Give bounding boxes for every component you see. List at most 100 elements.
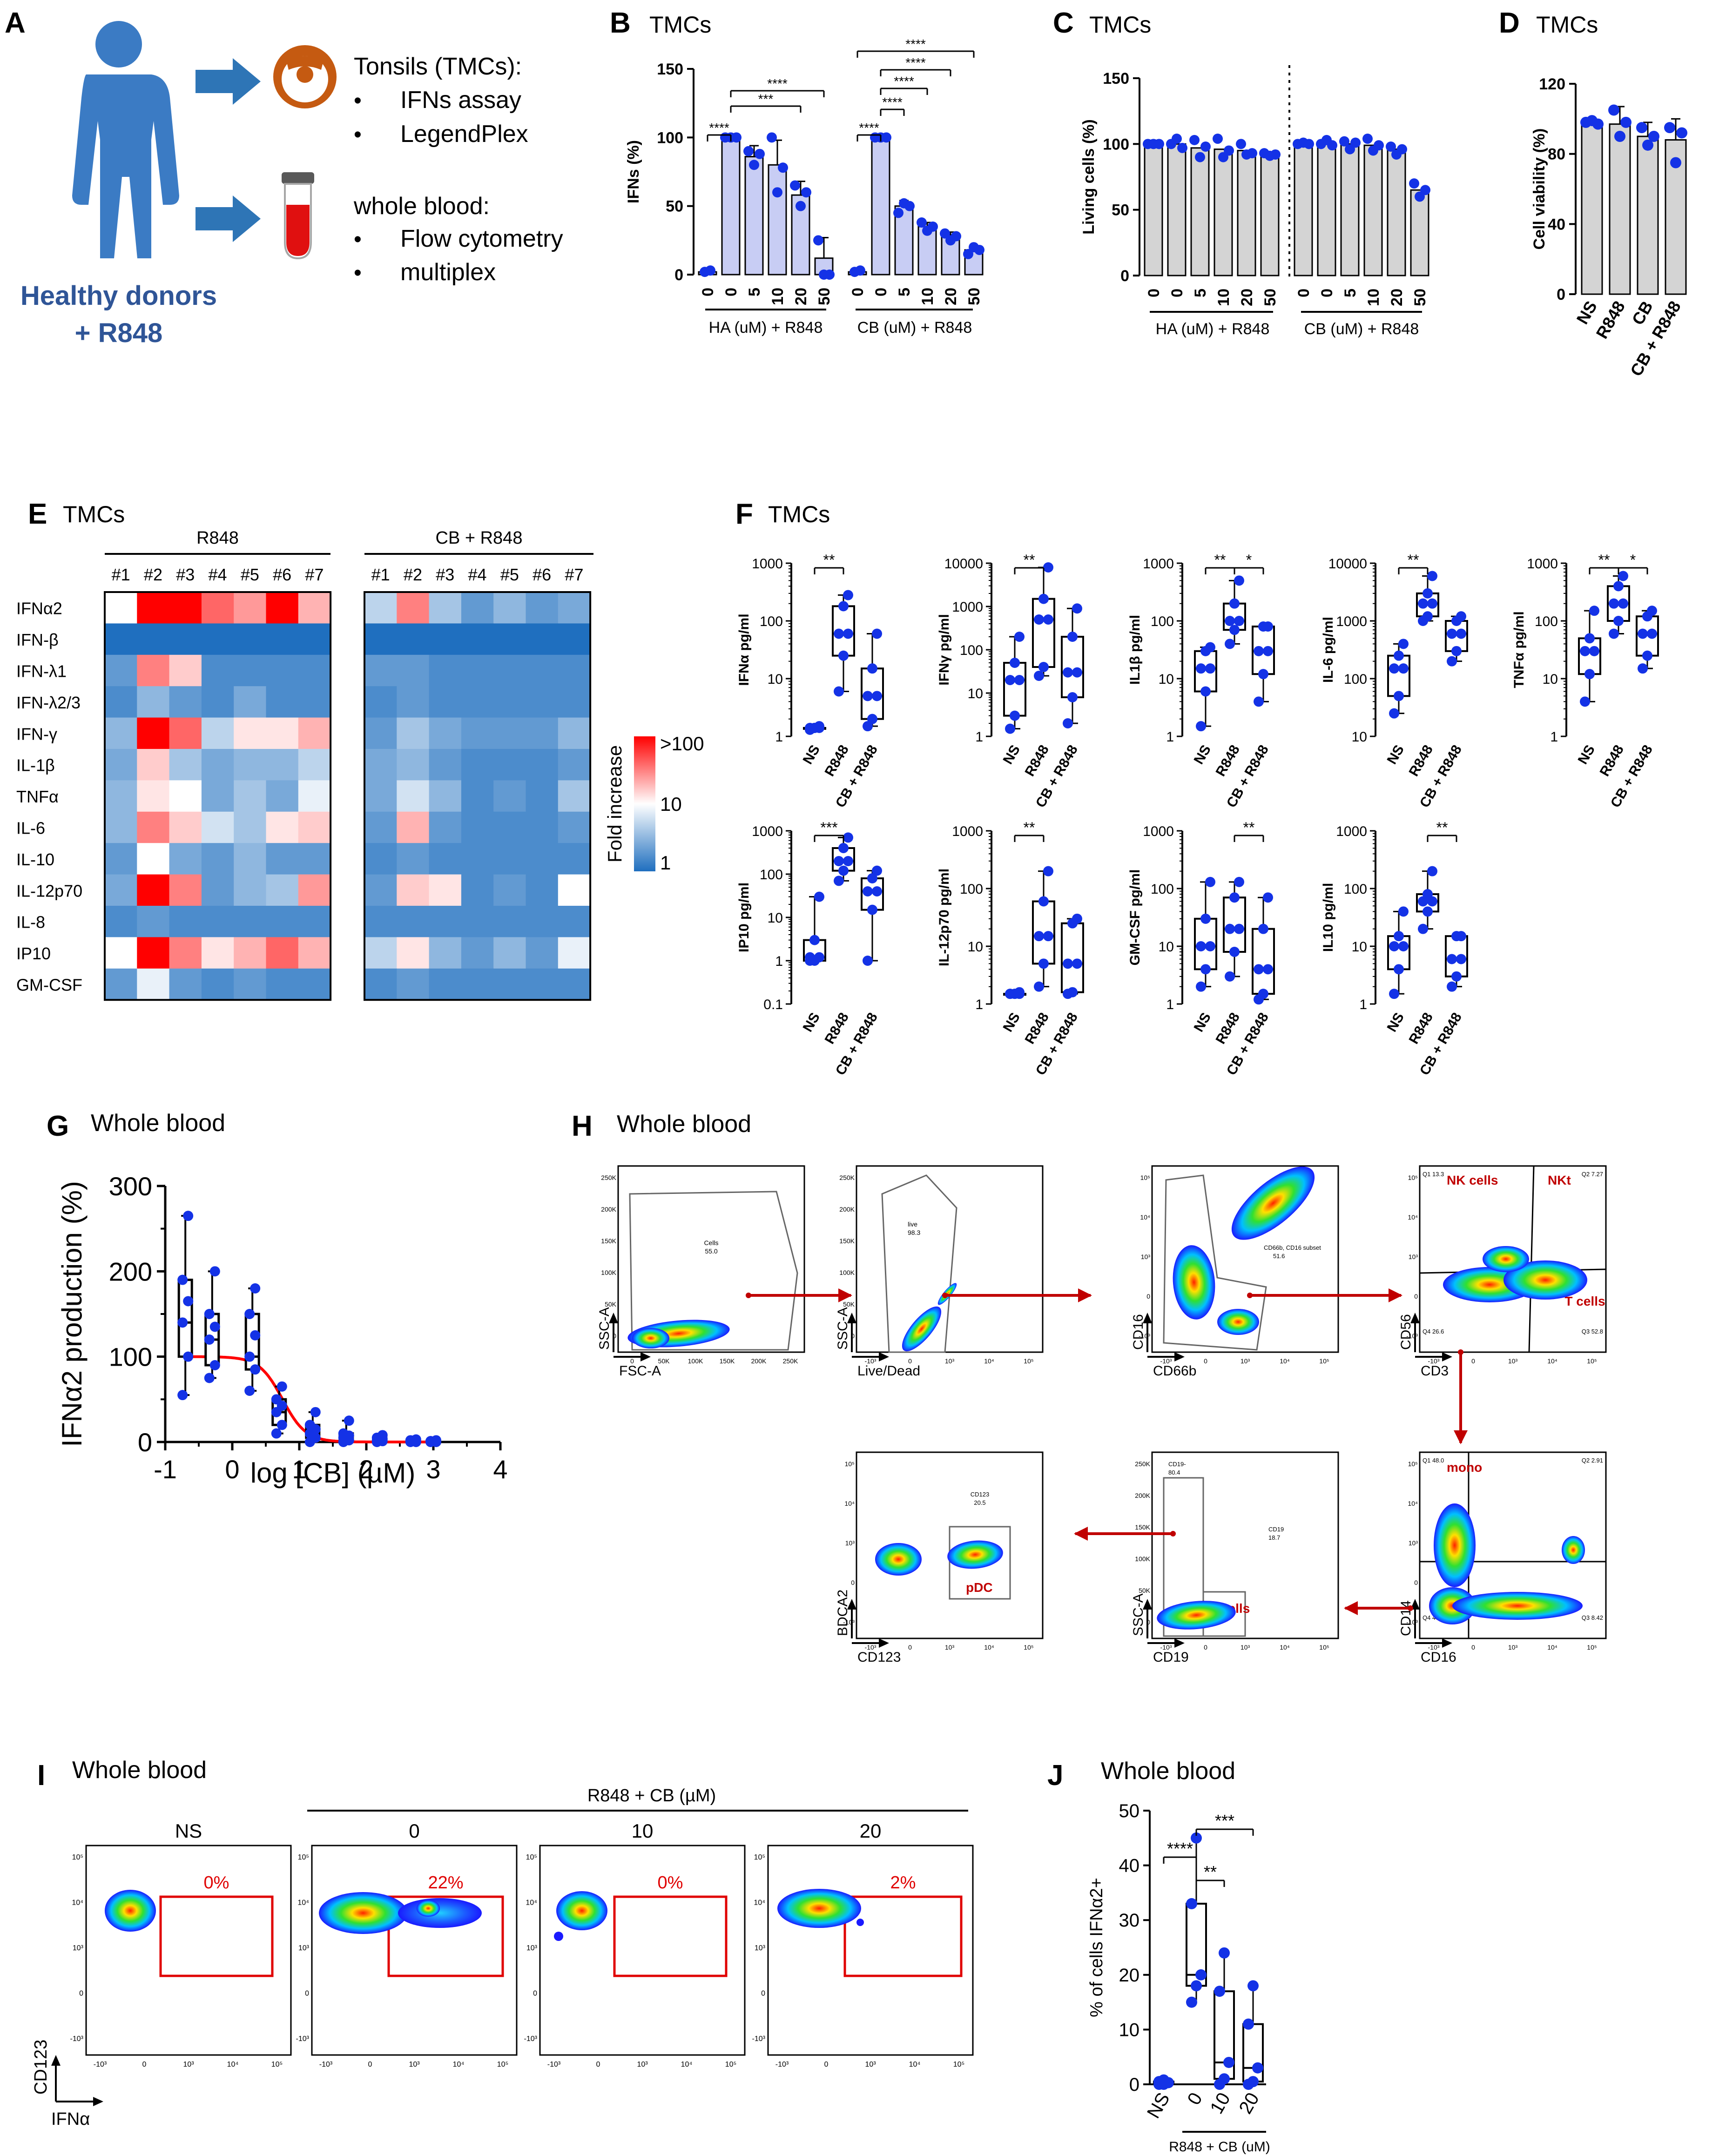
data-point bbox=[1234, 923, 1244, 934]
heatmap-cell bbox=[493, 906, 526, 937]
x-tick-label: R848 bbox=[1213, 1010, 1243, 1047]
y-tick-label: 100 bbox=[960, 643, 983, 658]
x-tick-label: 10⁴ bbox=[1280, 1357, 1290, 1365]
data-point bbox=[204, 1334, 215, 1345]
x-tick-label: R848 bbox=[1406, 742, 1436, 779]
data-point bbox=[204, 1309, 215, 1319]
x-tick-label: 10⁵ bbox=[1024, 1644, 1033, 1651]
x-tick-label: 10⁴ bbox=[984, 1357, 994, 1365]
bar bbox=[1214, 148, 1233, 276]
panel-b-letter: B bbox=[610, 7, 631, 39]
data-point bbox=[1456, 954, 1466, 964]
heatmap-cell bbox=[558, 843, 591, 875]
panel-d-letter: D bbox=[1499, 7, 1520, 39]
data-point bbox=[1205, 941, 1215, 951]
data-point bbox=[838, 650, 849, 661]
data-point bbox=[304, 1420, 315, 1430]
y-tick-label: 100K bbox=[1135, 1555, 1150, 1563]
cell-population bbox=[777, 1889, 861, 1928]
x-axis-label: CD66b bbox=[1153, 1363, 1196, 1379]
gate-label: CD123 bbox=[971, 1491, 989, 1498]
axis-arrow-head bbox=[93, 2097, 103, 2106]
heatmap-cell bbox=[201, 623, 234, 655]
data-point bbox=[855, 265, 865, 276]
data-point bbox=[183, 1351, 194, 1362]
heatmap-cell bbox=[461, 749, 494, 781]
data-point bbox=[250, 1283, 261, 1294]
data-point bbox=[244, 1351, 255, 1362]
data-point bbox=[940, 228, 950, 239]
y-tick-label: 10⁵ bbox=[1140, 1174, 1150, 1181]
heatmap-cell bbox=[105, 906, 137, 937]
x-tick-label: 0 bbox=[908, 1357, 912, 1365]
heatmap-cell bbox=[201, 968, 234, 1000]
heatmap-cell bbox=[526, 906, 559, 937]
gating-arrow-origin bbox=[1408, 1605, 1413, 1611]
x-tick-label: 10³ bbox=[1508, 1644, 1518, 1651]
box bbox=[1032, 598, 1055, 668]
y-tick-label: 10³ bbox=[845, 1539, 855, 1547]
gating-arrow-origin bbox=[1170, 1531, 1176, 1536]
y-tick-label: 100 bbox=[1535, 614, 1558, 629]
y-tick-label: 50K bbox=[843, 1300, 855, 1308]
data-point bbox=[1350, 137, 1361, 148]
heatmap-row-label: IFN-β bbox=[16, 630, 59, 649]
y-tick-label: 0 bbox=[613, 1332, 616, 1340]
x-tick-label: 10⁵ bbox=[1587, 1644, 1597, 1651]
cell-population bbox=[902, 1306, 942, 1352]
axis-arrow-head bbox=[1143, 1599, 1152, 1610]
heatmap-cell bbox=[429, 592, 462, 624]
data-point bbox=[1196, 981, 1206, 992]
panel-j-title: Whole blood bbox=[1101, 1758, 1235, 1785]
bar bbox=[1144, 143, 1163, 276]
bar bbox=[1581, 121, 1603, 295]
heatmap-cell bbox=[429, 968, 462, 1000]
legend-label: 1 bbox=[660, 852, 671, 874]
data-point bbox=[863, 886, 873, 897]
donors-label-line1: Healthy donors bbox=[20, 281, 217, 311]
data-point bbox=[1234, 876, 1244, 887]
y-tick-label: 1 bbox=[975, 997, 983, 1012]
y-tick-label: 10 bbox=[768, 910, 783, 926]
bar bbox=[1237, 149, 1256, 276]
data-point bbox=[1339, 136, 1349, 147]
population-label: pDC bbox=[966, 1580, 993, 1595]
heatmap-cell bbox=[234, 623, 267, 655]
y-tick-label: 250K bbox=[1135, 1460, 1150, 1468]
data-point bbox=[177, 1317, 188, 1328]
data-point bbox=[1263, 892, 1273, 903]
data-point bbox=[1191, 1980, 1202, 1992]
y-tick-label: 1000 bbox=[1143, 824, 1174, 839]
x-tick-label: CB bbox=[1628, 298, 1657, 329]
sig-label: ** bbox=[1436, 819, 1448, 836]
legend-label: 10 bbox=[660, 793, 682, 815]
x-tick-label: NS bbox=[800, 1010, 823, 1035]
heatmap-cell bbox=[461, 780, 494, 812]
y-tick-label: 10 bbox=[768, 672, 783, 687]
y-tick-label: 1000 bbox=[1143, 556, 1174, 572]
quadrant-value: Q3 52.8 bbox=[1582, 1328, 1603, 1335]
data-point bbox=[1205, 663, 1215, 674]
x-axis-label: CD16 bbox=[1421, 1650, 1456, 1665]
heatmap-cell bbox=[558, 686, 591, 718]
x-tick-label: 5 bbox=[896, 288, 913, 296]
data-point bbox=[1010, 657, 1020, 668]
data-point bbox=[824, 270, 835, 280]
heatmap-row-label: IL-8 bbox=[16, 913, 45, 932]
x-tick-label: 0 bbox=[368, 2061, 372, 2068]
x-tick-label: -10³ bbox=[1428, 1357, 1440, 1365]
x-tick-label: 20 bbox=[792, 288, 810, 305]
x-tick-label: -10³ bbox=[1428, 1644, 1440, 1651]
x-tick-label: 10⁵ bbox=[1319, 1357, 1329, 1365]
quadrant-value: Q1 13.3 bbox=[1423, 1171, 1444, 1178]
sig-label: **** bbox=[767, 76, 788, 91]
heatmap-cell bbox=[526, 592, 559, 624]
sig-label: **** bbox=[905, 55, 926, 70]
y-tick-label: 10 bbox=[1159, 939, 1174, 955]
heatmap-cell bbox=[493, 780, 526, 812]
ifn-gate bbox=[613, 1895, 728, 1977]
data-point bbox=[1225, 971, 1235, 982]
data-point bbox=[1247, 148, 1257, 159]
heatmap-cell bbox=[558, 749, 591, 781]
data-point bbox=[778, 162, 788, 173]
